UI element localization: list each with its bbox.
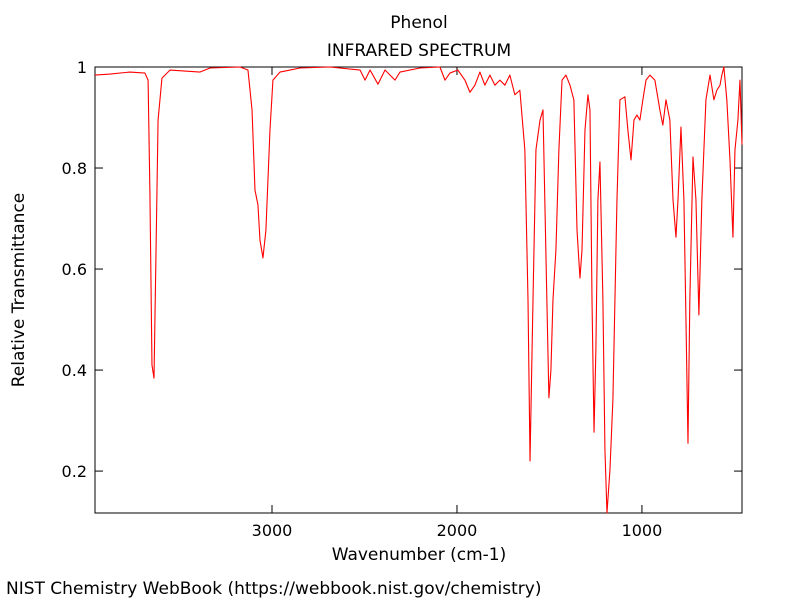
source-note: NIST Chemistry WebBook (https://webbook.…: [6, 579, 541, 599]
y-axis-label: Relative Transmittance: [9, 193, 29, 388]
x-axis-label: Wavenumber (cm-1): [332, 545, 507, 565]
y-tick-label: 0.8: [62, 159, 87, 178]
x-tick-label: 3000: [252, 521, 293, 540]
x-tick-label: 2000: [437, 521, 478, 540]
chart-title: Phenol: [390, 13, 447, 33]
y-tick-label: 0.2: [62, 462, 87, 481]
y-tick-label: 0.6: [62, 260, 87, 279]
y-tick-label: 0.4: [62, 361, 87, 380]
spectrum-line: [94, 66, 743, 514]
plot-frame: [94, 66, 743, 514]
x-tick-label: 1000: [622, 521, 663, 540]
chart-subtitle: INFRARED SPECTRUM: [327, 41, 511, 61]
y-tick-label: 1: [77, 58, 87, 77]
